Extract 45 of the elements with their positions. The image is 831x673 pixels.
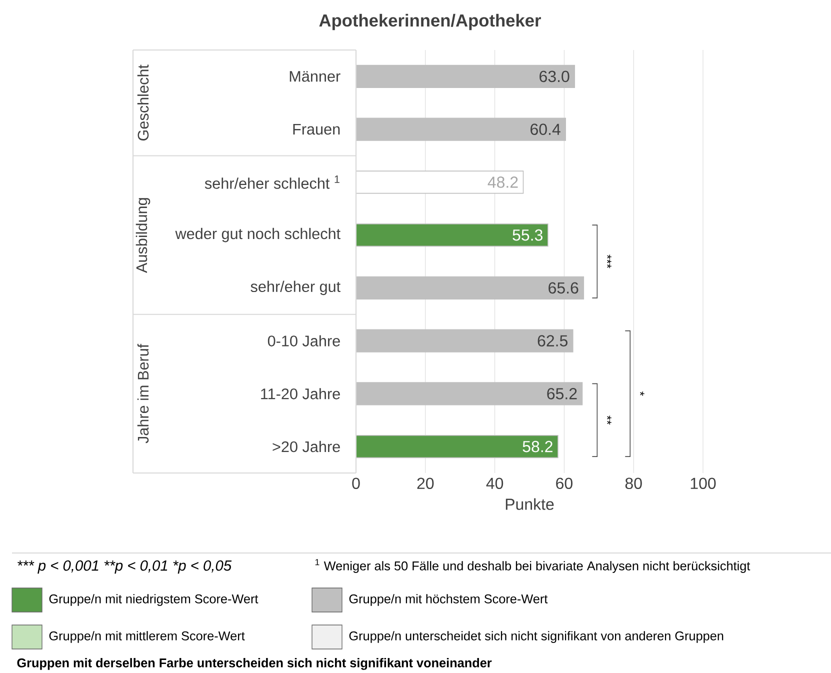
legend-label: Gruppe/n mit niedrigstem Score-Wert bbox=[49, 594, 258, 606]
y-tick-label: >20 Jahre bbox=[272, 440, 340, 452]
y-tick-label: sehr/eher gut bbox=[250, 280, 340, 296]
y-tick-label: Männer bbox=[290, 71, 340, 82]
annotation: * bbox=[640, 392, 644, 396]
text: Jahre im Beruf bbox=[137, 344, 149, 444]
x-tick-label: 20 bbox=[417, 478, 434, 490]
x-tick-label: 100 bbox=[690, 478, 716, 490]
text: $^{1}$ Weniger als 50 Fälle und deshalb bei bivariate Analysen nicht berücksichtigt bbox=[315, 559, 750, 573]
y-tick-label: sehr/eher schlecht $^{1}$ bbox=[204, 176, 340, 189]
text: Ausbildung bbox=[136, 198, 150, 273]
bar bbox=[356, 170, 524, 194]
x-tick-label: 0 bbox=[352, 478, 360, 490]
y-tick-label: weder gut noch schlecht bbox=[175, 228, 340, 242]
text: *** p < 0,001 **p < 0,01 *p < 0,05 bbox=[18, 560, 232, 574]
text: Geschlecht bbox=[137, 64, 149, 140]
bar bbox=[356, 118, 566, 141]
y-tick-label: 11-20 Jahre bbox=[261, 388, 340, 400]
data-label: 63.0 bbox=[540, 70, 570, 82]
data-label: 58.2 bbox=[522, 440, 552, 452]
legend-label: Gruppe/n unterscheidet sich nicht signifikant von anderen Gruppen bbox=[349, 631, 724, 643]
data-label: 62.5 bbox=[538, 335, 568, 346]
annotation: ** bbox=[607, 416, 612, 425]
chart-title: Apothekerinnen/Apotheker bbox=[319, 14, 541, 30]
bar bbox=[356, 435, 558, 458]
bar bbox=[356, 382, 583, 406]
legend-label: Gruppe/n mit mittlerem Score-Wert bbox=[49, 631, 245, 643]
y-tick-label: 0-10 Jahre bbox=[268, 335, 340, 346]
bar bbox=[356, 329, 574, 352]
data-label: 48.2 bbox=[488, 176, 518, 188]
y-tick-label: Frauen bbox=[293, 124, 340, 135]
data-label: 55.3 bbox=[512, 229, 542, 241]
data-label: 65.6 bbox=[548, 282, 578, 294]
x-tick-label: 60 bbox=[556, 478, 572, 490]
bar bbox=[356, 224, 548, 247]
x-tick-label: 40 bbox=[486, 478, 504, 490]
data-label: 60.4 bbox=[530, 124, 560, 135]
text: Gruppen mit derselben Farbe unterscheiden sich nicht signifikant voneinander bbox=[17, 658, 492, 670]
legend-label: Gruppe/n mit höchstem Score-Wert bbox=[349, 594, 548, 606]
bar bbox=[356, 276, 584, 300]
annotation: *** bbox=[607, 254, 612, 268]
x-axis-title: Punkte bbox=[506, 498, 554, 510]
data-label: 65.2 bbox=[547, 388, 577, 400]
bar bbox=[356, 64, 576, 88]
x-tick-label: 80 bbox=[625, 478, 642, 490]
